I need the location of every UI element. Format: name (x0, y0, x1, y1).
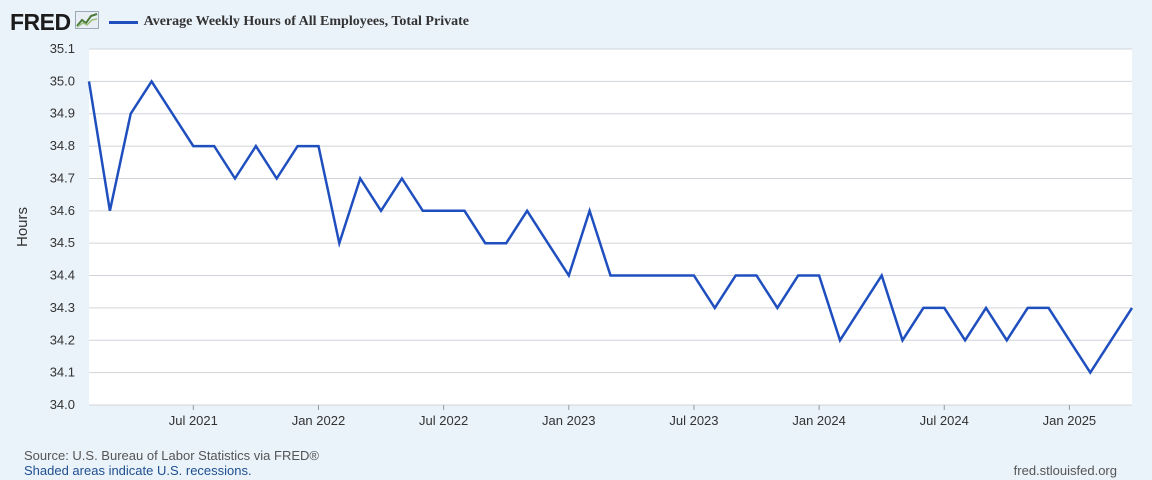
data-point[interactable] (128, 111, 134, 117)
x-tick-label: Jan 2025 (1043, 413, 1097, 428)
data-point[interactable] (295, 143, 301, 149)
data-point[interactable] (920, 305, 926, 311)
y-tick-label: 34.9 (50, 106, 75, 121)
y-tick-label: 34.4 (50, 268, 75, 283)
y-tick-label: 35.0 (50, 73, 75, 88)
data-point[interactable] (441, 208, 447, 214)
data-point[interactable] (149, 78, 155, 84)
data-point[interactable] (712, 305, 718, 311)
series-group (86, 78, 1135, 376)
chart-header: FRED Average Weekly Hours of All Employe… (10, 8, 469, 36)
data-point[interactable] (482, 240, 488, 246)
footer-recessions-note: Shaded areas indicate U.S. recessions. (24, 463, 252, 478)
data-point[interactable] (670, 273, 676, 279)
data-point[interactable] (190, 143, 196, 149)
y-tick-label: 34.0 (50, 397, 75, 412)
y-tick-label: 34.3 (50, 300, 75, 315)
data-point[interactable] (1129, 305, 1135, 311)
data-point[interactable] (587, 208, 593, 214)
data-point[interactable] (524, 208, 530, 214)
data-point[interactable] (774, 305, 780, 311)
data-point[interactable] (253, 143, 259, 149)
data-point[interactable] (232, 176, 238, 182)
data-point[interactable] (1066, 337, 1072, 343)
data-point[interactable] (169, 111, 175, 117)
data-point[interactable] (503, 240, 509, 246)
data-point[interactable] (107, 208, 113, 214)
data-point[interactable] (858, 305, 864, 311)
data-point[interactable] (628, 273, 634, 279)
x-axis-ticks: Jul 2021 Jan 2022 Jul 2022 Jan 2023 Jul 2023… (169, 405, 1096, 428)
legend-swatch (108, 20, 138, 24)
data-point[interactable] (378, 208, 384, 214)
data-point[interactable] (983, 305, 989, 311)
data-point[interactable] (754, 273, 760, 279)
data-point[interactable] (274, 176, 280, 182)
data-point[interactable] (733, 273, 739, 279)
x-tick-label: Jul 2024 (920, 413, 969, 428)
data-point[interactable] (941, 305, 947, 311)
x-tick-label: Jan 2022 (292, 413, 346, 428)
data-point[interactable] (795, 273, 801, 279)
footer-source: Source: U.S. Bureau of Labor Statistics … (24, 448, 319, 463)
y-tick-label: 35.1 (50, 41, 75, 56)
y-axis-ticks: 34.0 34.1 34.2 34.3 34.4 34.5 34.6 34.7 34.8 34.9… (50, 41, 75, 412)
data-point[interactable] (545, 240, 551, 246)
data-point[interactable] (336, 240, 342, 246)
y-tick-label: 34.6 (50, 203, 75, 218)
fred-logo[interactable]: FRED (10, 9, 71, 35)
data-point[interactable] (816, 273, 822, 279)
data-point[interactable] (691, 273, 697, 279)
data-point[interactable] (1087, 370, 1093, 376)
y-tick-label: 34.7 (50, 170, 75, 185)
x-tick-label: Jul 2021 (169, 413, 218, 428)
data-point[interactable] (649, 273, 655, 279)
data-point[interactable] (462, 208, 468, 214)
data-point[interactable] (420, 208, 426, 214)
x-tick-label: Jul 2023 (669, 413, 718, 428)
series-line (87, 79, 1134, 375)
data-point[interactable] (1004, 337, 1010, 343)
x-tick-label: Jan 2024 (792, 413, 846, 428)
data-point[interactable] (962, 337, 968, 343)
data-point[interactable] (1025, 305, 1031, 311)
data-point[interactable] (879, 273, 885, 279)
y-tick-label: 34.1 (50, 365, 75, 380)
data-point[interactable] (316, 143, 322, 149)
y-tick-label: 34.8 (50, 138, 75, 153)
data-point[interactable] (608, 273, 614, 279)
x-tick-label: Jul 2022 (419, 413, 468, 428)
data-point[interactable] (357, 176, 363, 182)
data-point[interactable] (566, 273, 572, 279)
legend-series-label[interactable]: Average Weekly Hours of All Employees, T… (143, 14, 469, 29)
data-point[interactable] (1108, 337, 1114, 343)
y-tick-label: 34.2 (50, 332, 75, 347)
data-point[interactable] (211, 143, 217, 149)
data-point[interactable] (399, 176, 405, 182)
data-point[interactable] (900, 337, 906, 343)
data-point[interactable] (1046, 305, 1052, 311)
data-point[interactable] (837, 337, 843, 343)
line-graph-icon (74, 10, 99, 34)
plot-area (89, 49, 1132, 405)
y-tick-label: 34.5 (50, 235, 75, 250)
x-tick-label: Jan 2023 (542, 413, 596, 428)
footer-url-link[interactable]: fred.stlouisfed.org (1013, 463, 1117, 478)
data-point[interactable] (86, 78, 92, 84)
y-axis-title: Hours (14, 207, 31, 247)
